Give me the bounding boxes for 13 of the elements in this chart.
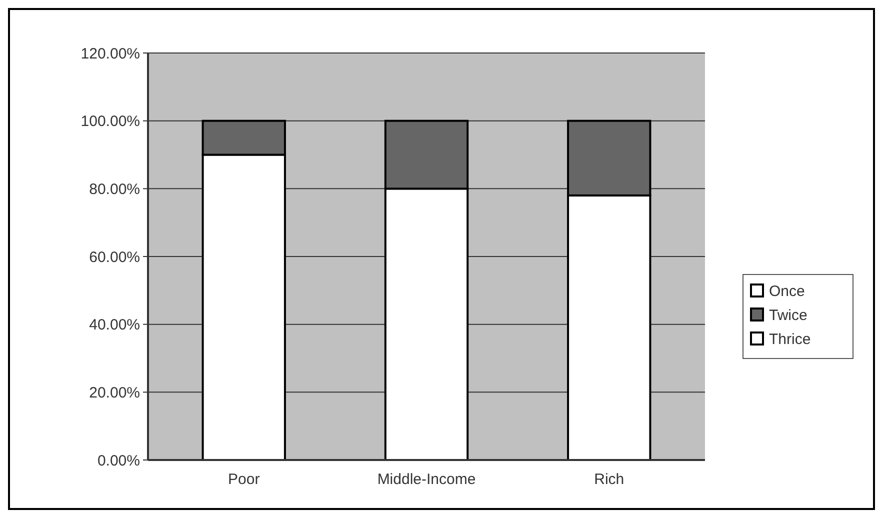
y-tick-label: 120.00% bbox=[80, 45, 140, 62]
y-tick-label: 80.00% bbox=[89, 180, 140, 198]
x-tick-label: Poor bbox=[228, 471, 260, 488]
x-tick-label: Middle-Income bbox=[377, 471, 476, 488]
legend-label: Thrice bbox=[769, 330, 811, 348]
y-tick-label: 20.00% bbox=[89, 384, 140, 402]
x-tick-label: Rich bbox=[594, 471, 624, 488]
y-tick-label: 40.00% bbox=[89, 316, 140, 334]
y-tick-label: 100.00% bbox=[80, 113, 140, 130]
legend-label: Twice bbox=[769, 306, 808, 324]
y-tick-label: 60.00% bbox=[89, 248, 140, 266]
y-tick-label: 0.00% bbox=[97, 452, 140, 470]
legend-label: Once bbox=[769, 282, 805, 300]
